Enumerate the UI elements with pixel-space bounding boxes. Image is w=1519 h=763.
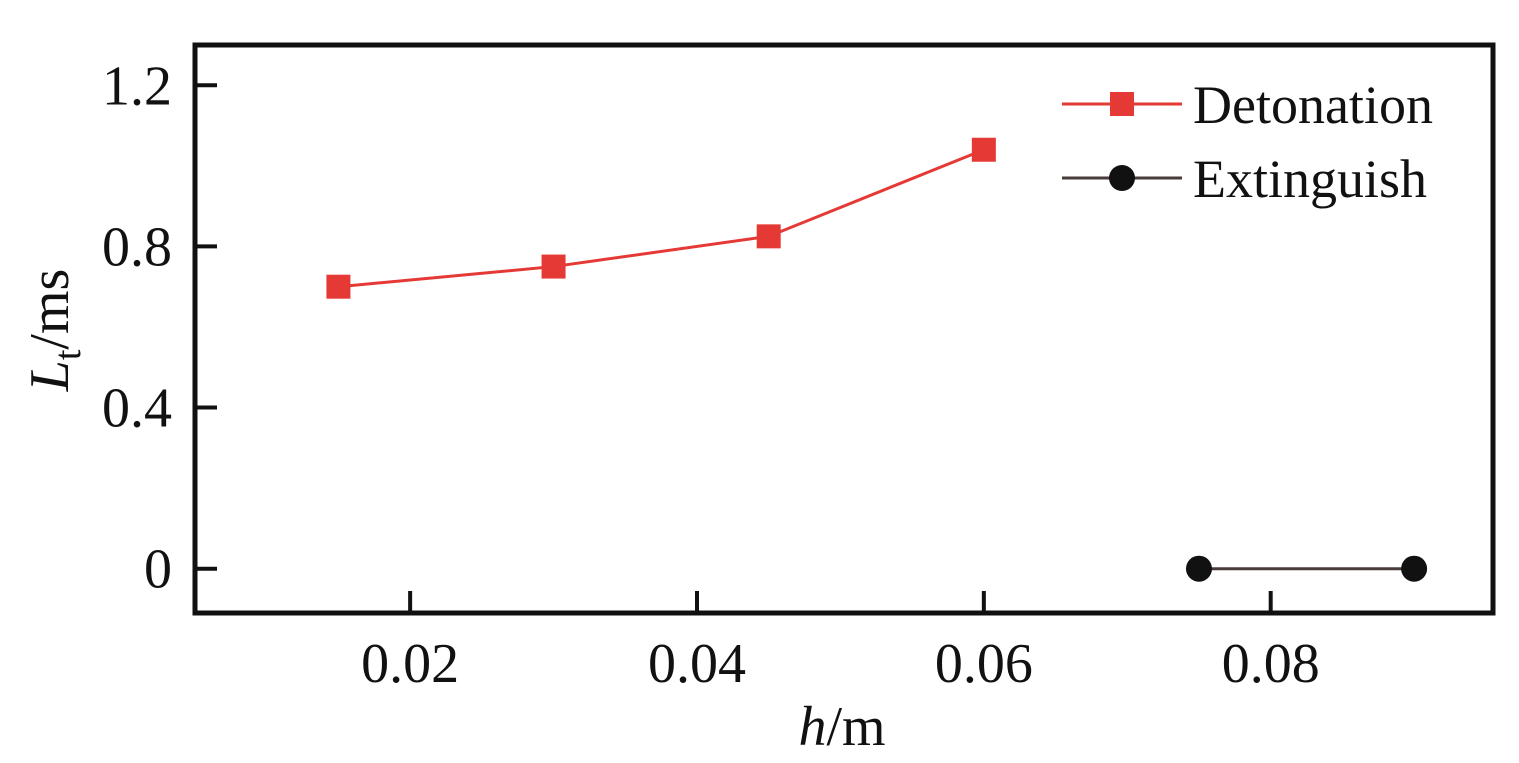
series-line (338, 148, 985, 289)
data-point (1185, 555, 1212, 582)
series-detonation (326, 137, 996, 299)
plot-frame (192, 42, 1496, 616)
y-tick-label: 0 (144, 539, 172, 601)
legend-marker (1109, 165, 1135, 191)
legend-label: Detonation (1193, 75, 1433, 135)
y-tick-label: 0.8 (102, 216, 172, 278)
x-axis-title: h/m (798, 696, 885, 758)
data-point (326, 274, 351, 299)
data-point (971, 137, 996, 162)
legend-item-detonation: Detonation (1062, 75, 1433, 135)
data-point (541, 254, 566, 279)
y-tick-label: 1.2 (102, 55, 172, 117)
x-tick-label: 0.04 (648, 633, 746, 695)
series-extinguish (1185, 555, 1428, 582)
legend-item-extinguish: Extinguish (1062, 149, 1427, 209)
y-tick-label: 0.4 (102, 378, 172, 440)
axis-ticks: 0.02 0.04 0.06 0.08 0 0.4 0.8 1.2 (102, 55, 1320, 695)
data-point (756, 224, 781, 249)
legend-label: Extinguish (1193, 149, 1427, 209)
legend-marker (1110, 92, 1134, 116)
legend: Detonation Extinguish (1062, 75, 1433, 209)
x-tick-label: 0.02 (361, 633, 459, 695)
data-point (1401, 555, 1428, 582)
y-axis-title: Lt/ms (19, 269, 89, 393)
x-tick-label: 0.08 (1222, 633, 1320, 695)
series-layer (326, 137, 1428, 582)
x-tick-label: 0.06 (935, 633, 1033, 695)
